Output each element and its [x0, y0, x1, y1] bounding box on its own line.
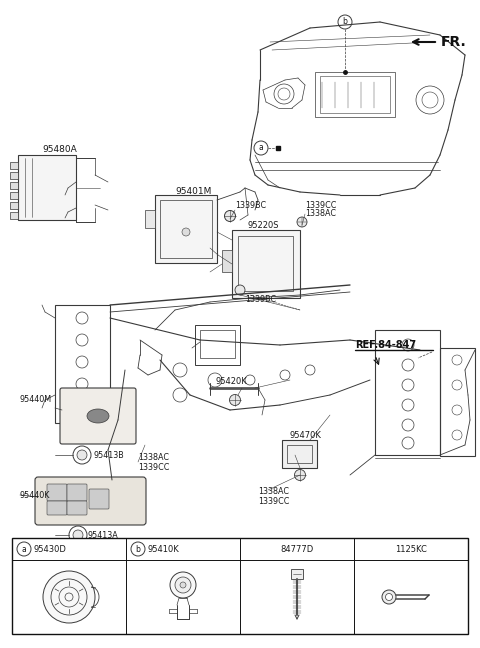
Bar	[291, 569, 303, 579]
Text: 1338AC: 1338AC	[305, 209, 336, 218]
Circle shape	[17, 542, 31, 556]
Bar	[18, 155, 76, 220]
Circle shape	[235, 285, 245, 295]
Circle shape	[43, 571, 95, 623]
Text: 95401M: 95401M	[175, 187, 211, 196]
Text: 95440M: 95440M	[20, 395, 52, 404]
Circle shape	[175, 577, 191, 593]
FancyBboxPatch shape	[89, 489, 109, 509]
Bar	[320, 76, 390, 113]
Text: 1339CC: 1339CC	[305, 200, 336, 209]
Circle shape	[73, 530, 83, 540]
FancyBboxPatch shape	[35, 477, 146, 525]
Text: a: a	[259, 143, 264, 152]
Circle shape	[73, 446, 91, 464]
Text: 95420K: 95420K	[215, 378, 247, 386]
Bar	[195, 325, 240, 365]
Text: 95413B: 95413B	[93, 450, 124, 459]
Bar	[315, 72, 395, 117]
Bar	[222, 250, 232, 272]
Text: 1125KC: 1125KC	[395, 544, 427, 553]
Text: 95470K: 95470K	[290, 432, 322, 441]
Circle shape	[229, 395, 240, 406]
Circle shape	[182, 228, 190, 236]
Circle shape	[297, 217, 307, 227]
Circle shape	[170, 572, 196, 598]
Ellipse shape	[87, 409, 109, 423]
Text: b: b	[343, 17, 348, 27]
FancyBboxPatch shape	[47, 484, 67, 501]
Text: 1339BC: 1339BC	[245, 295, 276, 305]
Bar	[440, 348, 475, 456]
FancyBboxPatch shape	[47, 501, 67, 515]
Bar	[160, 200, 212, 258]
Bar	[10, 162, 18, 169]
Bar	[375, 330, 440, 455]
Circle shape	[338, 15, 352, 29]
Circle shape	[295, 470, 305, 481]
Circle shape	[254, 141, 268, 155]
Bar	[238, 236, 293, 291]
Bar	[287, 445, 312, 463]
Circle shape	[69, 526, 87, 544]
Text: 1339BC: 1339BC	[235, 200, 266, 209]
Bar	[232, 230, 300, 298]
Text: 95410K: 95410K	[148, 544, 180, 553]
Circle shape	[180, 582, 186, 588]
Text: 95480A: 95480A	[42, 146, 77, 154]
Bar	[10, 192, 18, 199]
Text: REF.84-847: REF.84-847	[355, 340, 416, 350]
Circle shape	[77, 450, 87, 460]
Circle shape	[131, 542, 145, 556]
FancyBboxPatch shape	[67, 484, 87, 501]
Circle shape	[385, 594, 393, 601]
Text: 95430D: 95430D	[34, 544, 67, 553]
Text: 84777D: 84777D	[280, 544, 313, 553]
FancyBboxPatch shape	[60, 388, 136, 444]
Bar	[145, 210, 155, 228]
FancyBboxPatch shape	[67, 501, 87, 515]
Bar	[10, 202, 18, 209]
Bar	[200, 330, 235, 358]
Text: b: b	[135, 544, 141, 553]
Text: 95440K: 95440K	[20, 491, 50, 500]
Bar	[155, 195, 217, 263]
Bar	[10, 172, 18, 179]
Text: 1339CC: 1339CC	[258, 498, 289, 507]
Bar	[12, 538, 468, 634]
Circle shape	[225, 211, 236, 222]
Bar	[10, 182, 18, 189]
Text: 95413A: 95413A	[88, 531, 119, 540]
Text: 1338AC: 1338AC	[138, 454, 169, 463]
Text: 95220S: 95220S	[248, 222, 279, 231]
Text: a: a	[22, 544, 26, 553]
Text: FR.: FR.	[441, 35, 467, 49]
Bar	[55, 305, 110, 423]
Bar	[282, 440, 317, 468]
Text: 1338AC: 1338AC	[258, 487, 289, 496]
Circle shape	[382, 590, 396, 604]
Bar	[10, 212, 18, 219]
Text: 1339CC: 1339CC	[138, 463, 169, 472]
